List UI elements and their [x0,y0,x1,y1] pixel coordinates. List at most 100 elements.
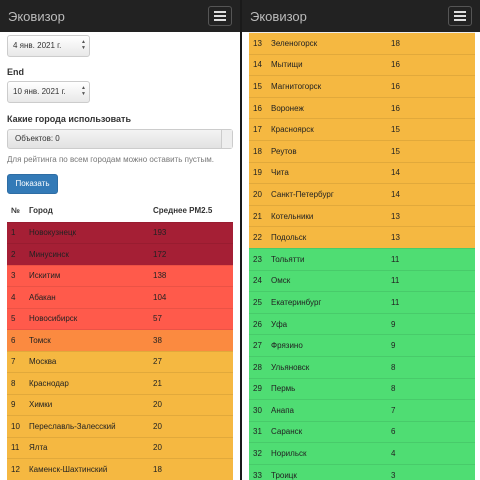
pm25-cell: 38 [153,329,233,351]
pm25-cell: 20 [153,415,233,437]
table-row: 13 Зеленогорск 18 [249,32,475,55]
rank-cell: 19 [249,161,271,184]
right-screen: Эковизор 13 Зеленогорск 18 14 Мытищи 16 15 Магн… [242,0,480,480]
city-cell: Ялта [29,436,153,459]
start-date-select[interactable]: 4 янв. 2021 г. ▲ ▼ [7,35,90,57]
rank-cell: 16 [249,96,271,119]
pm25-cell: 16 [391,96,475,119]
rank-cell: 15 [249,75,271,98]
city-cell: Магнитогорск [271,75,391,98]
pm25-cell: 18 [391,32,475,55]
city-cell: Фрязино [271,334,391,357]
city-cell: Тольятти [271,247,391,271]
rank-cell: 31 [249,420,271,443]
table-row: 30 Анапа 7 [249,399,475,422]
hamburger-menu-icon[interactable] [448,6,472,26]
rank-cell: 18 [249,139,271,163]
table-header: № Город Среднее PM2.5 [7,206,233,222]
cities-multiselect[interactable]: Объектов: 0 [7,129,233,149]
filter-form: 4 янв. 2021 г. ▲ ▼ End 10 янв. 2021 г. ▲ ▼… [0,35,240,194]
left-screen: Эковизор 4 янв. 2021 г. ▲ ▼ End 10 янв. 2… [0,0,240,480]
table-row: 20 Санкт-Петербург 14 [249,183,475,206]
brand-logo[interactable]: Эковизор [8,8,65,24]
rank-cell: 7 [7,350,29,373]
multiselect-handle[interactable] [221,130,232,148]
table-row: 33 Троицк 3 [249,463,475,480]
pm25-cell: 9 [391,334,475,357]
pm25-cell: 13 [391,204,475,227]
table-row: 28 Ульяновск 8 [249,355,475,378]
city-cell: Котельники [271,204,391,227]
city-cell: Химки [29,393,153,416]
rank-cell: 4 [7,286,29,308]
pm25-cell: 11 [391,291,475,314]
city-cell: Новокузнецк [29,221,153,244]
table-row: 5 Новосибирск 57 [7,307,233,330]
city-cell: Пермь [271,377,391,400]
pm25-cell: 172 [153,243,233,265]
pm25-cell: 8 [391,377,475,400]
city-cell: Абакан [29,286,153,308]
table-row: 26 Уфа 9 [249,312,475,335]
rank-cell: 10 [7,415,29,437]
table-row: 29 Пермь 8 [249,377,475,400]
city-cell: Ульяновск [271,355,391,378]
hamburger-menu-icon[interactable] [208,6,232,26]
pm25-cell: 6 [391,420,475,443]
pm25-cell: 18 [153,458,233,480]
table-row: 2 Минусинск 172 [7,243,233,265]
pm25-cell: 16 [391,53,475,76]
rank-cell: 22 [249,226,271,249]
rank-cell: 9 [7,393,29,416]
pm25-cell: 20 [153,436,233,459]
pm25-cell: 13 [391,226,475,249]
pm25-cell: 57 [153,307,233,330]
pm25-cell: 3 [391,463,475,480]
city-cell: Краснодар [29,372,153,394]
pm25-cell: 11 [391,247,475,271]
city-cell: Омск [271,269,391,292]
show-button[interactable]: Показать [7,174,58,194]
rank-cell: 20 [249,183,271,206]
table-row: 31 Саранск 6 [249,420,475,443]
rank-cell: 33 [249,463,271,480]
city-cell: Искитим [29,264,153,287]
rank-cell: 21 [249,204,271,227]
table-row: 14 Мытищи 16 [249,53,475,76]
rank-cell: 3 [7,264,29,287]
end-label: End [7,67,24,77]
rank-cell: 28 [249,355,271,378]
city-cell: Воронеж [271,96,391,119]
city-cell: Каменск-Шахтинский [29,458,153,480]
city-cell: Минусинск [29,243,153,265]
table-row: 17 Красноярск 15 [249,118,475,141]
rank-cell: 6 [7,329,29,351]
rank-cell: 30 [249,399,271,422]
rank-cell: 14 [249,53,271,76]
rank-cell: 23 [249,247,271,271]
cities-value: Объектов: 0 [15,134,60,143]
table-row: 18 Реутов 15 [249,139,475,163]
table-row: 11 Ялта 20 [7,436,233,459]
city-cell: Чита [271,161,391,184]
city-cell: Томск [29,329,153,351]
city-cell: Зеленогорск [271,32,391,55]
brand-logo[interactable]: Эковизор [250,8,307,24]
city-cell: Троицк [271,463,391,480]
city-cell: Уфа [271,312,391,335]
ranking-table: № Город Среднее PM2.5 1 Новокузнецк 193 2 Ми… [7,206,233,480]
rank-cell: 8 [7,372,29,394]
pm25-cell: 15 [391,139,475,163]
help-text: Для рейтинга по всем городам можно остав… [7,155,214,164]
select-arrows-icon: ▲ ▼ [81,85,86,97]
city-cell: Новосибирск [29,307,153,330]
rank-cell: 26 [249,312,271,335]
city-cell: Норильск [271,442,391,465]
table-row: 7 Москва 27 [7,350,233,373]
city-cell: Москва [29,350,153,373]
table-row: 15 Магнитогорск 16 [249,75,475,98]
header-city: Город [29,206,53,215]
rank-cell: 11 [7,436,29,459]
end-date-select[interactable]: 10 янв. 2021 г. ▲ ▼ [7,81,90,103]
pm25-cell: 7 [391,399,475,422]
